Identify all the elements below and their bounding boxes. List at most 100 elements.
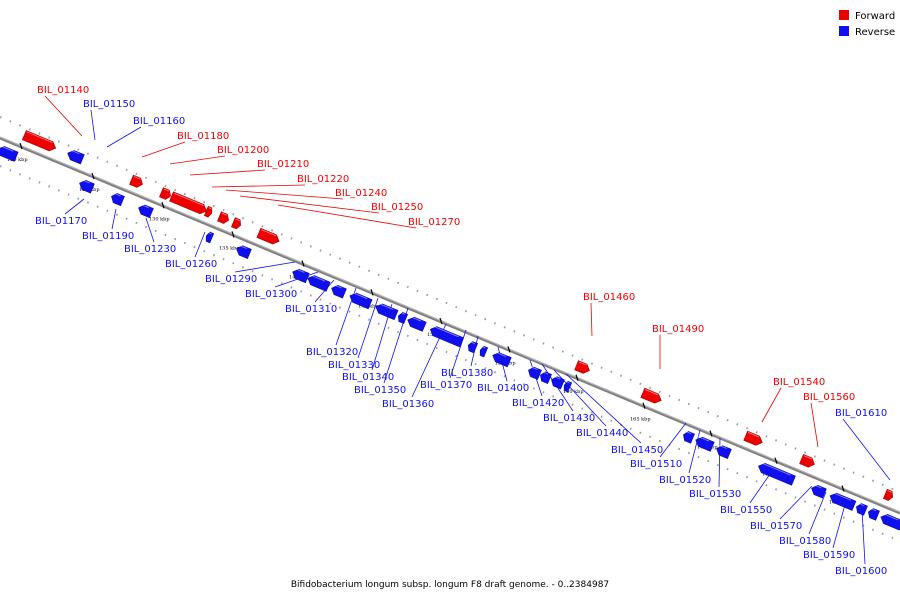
leader-line <box>277 204 417 229</box>
gene-BIL_01430-shape <box>540 371 552 385</box>
leader-line <box>106 126 142 148</box>
gene-BIL_01550-shape <box>758 463 796 486</box>
gene-BIL_01330 <box>375 302 399 321</box>
gene-BIL_01580-shape <box>829 492 857 511</box>
gene-label: BIL_01150 <box>83 99 135 110</box>
gene-BIL_01140-highlight <box>26 131 53 144</box>
legend-reverse-label: Reverse <box>855 27 895 38</box>
gene-label: BIL_01310 <box>285 304 337 315</box>
gene-BIL_01290 <box>292 268 310 284</box>
gene-BIL_01310 <box>331 284 347 299</box>
gene-BIL_01210-shape <box>169 191 207 215</box>
gene-label: BIL_01200 <box>217 145 269 156</box>
gene-BIL_01240-highlight <box>221 212 228 216</box>
gene-BIL_01360 <box>429 325 465 348</box>
gene-BIL_01530-highlight <box>718 444 727 449</box>
gene-BIL_01250 <box>230 217 242 230</box>
leader-line <box>565 373 642 444</box>
tick-mark <box>91 172 95 180</box>
gene-BIL_01400 <box>492 351 512 368</box>
gene-BIL_01600-highlight <box>870 508 877 512</box>
gene-label: BIL_01230 <box>124 244 176 255</box>
gene-BIL_01260 <box>236 244 252 259</box>
gene-BIL_01520-shape <box>695 436 715 452</box>
gene-BIL_01320-highlight <box>352 291 368 300</box>
gene-BIL_01440-shape <box>551 376 565 390</box>
gene-BIL_01180-highlight <box>133 176 141 180</box>
leader-line <box>90 109 96 141</box>
gene-BIL_01310-shape <box>331 284 347 299</box>
gene-BIL_01340-shape <box>397 312 409 325</box>
gene-BIL_01150-highlight <box>69 149 80 155</box>
gene-BIL_01330-shape <box>375 303 399 321</box>
gene-label: BIL_01370 <box>420 380 472 391</box>
gene-BIL_01590 <box>856 503 868 516</box>
gene-BIL_01610-highlight <box>883 513 899 521</box>
gene-BIL_01610-shape <box>880 514 900 531</box>
gene-BIL_01210 <box>169 191 207 215</box>
gene-BIL_01270-shape <box>256 227 280 245</box>
tick-mark <box>575 374 579 381</box>
leader-line <box>64 198 85 215</box>
gene-BIL_01310-highlight <box>333 284 342 289</box>
gene-label: BIL_01330 <box>328 360 380 371</box>
gene-BIL_01230 <box>138 203 154 219</box>
gene-BIL_01200-shape <box>159 187 171 200</box>
gene-BIL_01560-shape <box>799 453 815 468</box>
gene-BIL_01570 <box>811 484 827 499</box>
gene-BIL_01580-highlight <box>832 492 852 501</box>
gene-label: BIL_01250 <box>371 202 423 213</box>
gene-BIL_01240-shape <box>217 211 229 224</box>
gene-BIL_01490 <box>640 387 662 404</box>
gene-BIL_01380-highlight <box>482 346 486 349</box>
gene-BIL_01270 <box>256 227 280 245</box>
gene-BIL_01180 <box>129 174 143 188</box>
legend-forward-swatch <box>839 10 849 20</box>
leader-line <box>749 473 771 504</box>
gene-BIL_01170-highlight <box>81 179 90 184</box>
gene-label: BIL_01160 <box>133 116 185 127</box>
gene-label: BIL_01290 <box>205 274 257 285</box>
gene-BIL_01340 <box>397 312 409 325</box>
gene-label: BIL_01590 <box>803 550 855 561</box>
gene-BIL_01430-highlight <box>542 371 549 375</box>
genome-axis-highlight <box>0 136 900 513</box>
legend-reverse-swatch <box>839 26 849 36</box>
gene-BIL_01420 <box>528 366 542 380</box>
gene-BIL_01490-shape <box>640 387 662 404</box>
gene-BIL_01460 <box>574 360 590 374</box>
gene-label: BIL_01400 <box>477 383 529 394</box>
tick-mark <box>507 346 511 353</box>
gene-label: BIL_01360 <box>382 399 434 410</box>
gene-BIL_01320 <box>349 291 373 310</box>
gene-BIL_01590-highlight <box>858 503 865 507</box>
gene-label: BIL_01440 <box>576 428 628 439</box>
leader-line <box>718 437 721 488</box>
leader-line <box>590 302 593 337</box>
gene-BIL_01420-shape <box>528 366 542 380</box>
gene-BIL_01190-shape <box>111 193 125 207</box>
gene-BIL_01150-shape <box>67 150 85 165</box>
gene-BIL_01560 <box>799 453 815 468</box>
tick-mark <box>231 231 235 238</box>
leader-line <box>810 402 819 448</box>
gene-BIL_01510-shape <box>683 431 695 444</box>
gene-label: BIL_01140 <box>37 85 89 96</box>
tick-label: 135 kbp <box>219 245 240 251</box>
gene-label: BIL_01340 <box>342 372 394 383</box>
gene-BIL_01600 <box>868 508 880 521</box>
gene-BIL_01250-highlight <box>235 218 240 222</box>
gene-BIL_01340-highlight <box>400 312 405 315</box>
gene-BIL_01440 <box>551 376 565 390</box>
legend: Forward Reverse <box>839 10 895 38</box>
gene-BIL_01450-highlight <box>566 381 570 384</box>
leader-line <box>808 491 827 535</box>
gene-BIL_01560-highlight <box>803 455 812 460</box>
gene-label: BIL_01530 <box>689 489 741 500</box>
tick-mark <box>709 430 713 437</box>
gene-label: BIL_01420 <box>512 398 564 409</box>
leader-line <box>861 509 866 565</box>
gene-label: BIL_01350 <box>354 385 406 396</box>
tick-label: 160 kbp <box>563 389 584 395</box>
gene-BIL_01600-shape <box>868 508 880 521</box>
